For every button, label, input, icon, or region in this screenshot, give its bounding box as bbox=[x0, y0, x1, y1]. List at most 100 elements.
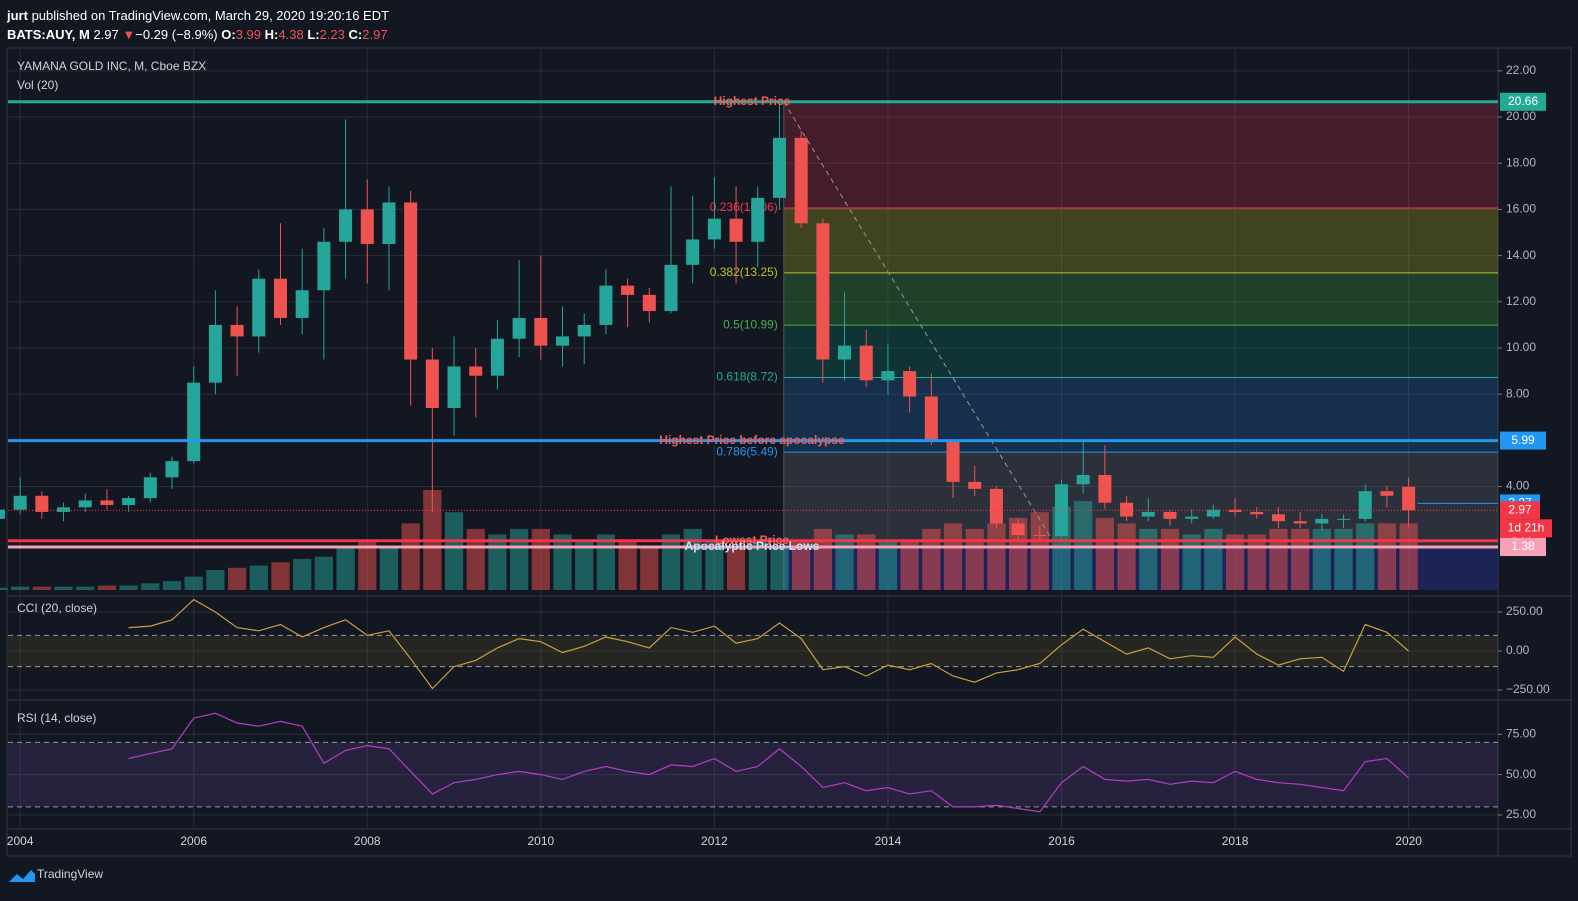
volume-bar bbox=[11, 586, 30, 590]
volume-title: Vol (20) bbox=[17, 78, 58, 92]
candle-body bbox=[252, 278, 266, 337]
y-tick-label: 50.00 bbox=[1506, 767, 1536, 781]
l-label: L: bbox=[307, 27, 320, 42]
x-tick-label: 2012 bbox=[701, 834, 728, 848]
candle-body bbox=[1315, 518, 1329, 524]
candle-body bbox=[1358, 491, 1372, 519]
price-label: 20.66 bbox=[1508, 94, 1538, 108]
volume-bar bbox=[32, 586, 51, 590]
fib-band bbox=[783, 325, 1498, 378]
volume-bar bbox=[466, 528, 485, 590]
volume-bar bbox=[987, 523, 1006, 590]
trendline bbox=[783, 101, 1054, 542]
level-name: Highest Price before apocalypse bbox=[659, 433, 845, 447]
y-tick-label: 14.00 bbox=[1506, 248, 1536, 262]
volume-bar bbox=[813, 528, 832, 590]
volume-bar bbox=[683, 528, 702, 590]
direction: ▼ bbox=[122, 27, 136, 42]
y-tick-label: 22.00 bbox=[1506, 63, 1536, 77]
candle-body bbox=[794, 137, 808, 224]
volume-bar bbox=[271, 562, 290, 590]
candle-body bbox=[404, 202, 418, 360]
volume-bar bbox=[358, 540, 377, 590]
fib-label: 0.382(13.25) bbox=[710, 265, 778, 279]
candle-body bbox=[1163, 511, 1177, 519]
cci-title: CCI (20, close) bbox=[17, 601, 97, 615]
candle-body bbox=[100, 500, 114, 506]
h: 4.38 bbox=[278, 27, 304, 42]
countdown: 1d 21h bbox=[1508, 520, 1545, 534]
fib-label: 0.5(10.99) bbox=[723, 317, 778, 331]
last: 2.97 bbox=[93, 27, 119, 42]
volume-bar bbox=[922, 528, 941, 590]
volume-bar bbox=[54, 586, 73, 590]
volume-bar bbox=[705, 540, 724, 590]
y-tick-label: 4.00 bbox=[1506, 479, 1530, 493]
change: −0.29 (−8.9%) bbox=[135, 27, 218, 42]
candle-body bbox=[0, 509, 5, 519]
logo bbox=[9, 870, 35, 882]
volume-bar bbox=[119, 585, 138, 590]
volume-bar bbox=[1356, 523, 1375, 590]
volume-bar bbox=[792, 540, 811, 590]
volume-bar bbox=[531, 528, 550, 590]
candle-body bbox=[881, 371, 895, 381]
candle-body bbox=[577, 324, 591, 337]
candle-body bbox=[751, 197, 765, 242]
o: 3.99 bbox=[235, 27, 262, 42]
volume-bar bbox=[1117, 523, 1136, 590]
volume-bar bbox=[943, 523, 963, 590]
candle-body bbox=[989, 488, 1003, 524]
level-name: Apocalyptic Price Lows bbox=[685, 539, 820, 553]
published: published on TradingView.com, March 29, … bbox=[31, 8, 390, 23]
volume-bar bbox=[206, 570, 225, 590]
candle-body bbox=[122, 498, 136, 506]
candle-body bbox=[35, 495, 49, 512]
candle-body bbox=[1206, 509, 1220, 517]
volume-bar bbox=[76, 586, 95, 590]
x-tick-label: 2020 bbox=[1395, 834, 1422, 848]
candle-body bbox=[425, 359, 439, 409]
volume-bar bbox=[293, 558, 312, 590]
volume-bar bbox=[1269, 528, 1288, 590]
band bbox=[8, 742, 1498, 807]
candle-body bbox=[447, 366, 461, 409]
x-tick-label: 2018 bbox=[1222, 834, 1249, 848]
frame bbox=[6, 47, 1572, 857]
candle-body bbox=[924, 396, 938, 441]
symbol: BATS:AUY, M bbox=[7, 27, 90, 42]
volume-bar bbox=[336, 545, 355, 590]
candle-body bbox=[360, 209, 374, 245]
y-tick-label: −250.00 bbox=[1506, 682, 1550, 696]
fib-band bbox=[783, 101, 1498, 209]
y-tick-label: 75.00 bbox=[1506, 726, 1536, 740]
candle-body bbox=[707, 218, 721, 240]
candle-body bbox=[599, 285, 613, 325]
volume-bar bbox=[1225, 534, 1245, 590]
y-tick-label: 12.00 bbox=[1506, 294, 1536, 308]
c: 2.97 bbox=[362, 27, 388, 42]
x-tick-label: 2010 bbox=[527, 834, 554, 848]
volume-bar bbox=[1139, 528, 1158, 590]
volume-bar bbox=[1030, 512, 1049, 590]
fib-label: 0.618(8.72) bbox=[716, 370, 777, 384]
volume-bar bbox=[0, 587, 8, 590]
candle-body bbox=[556, 336, 570, 346]
o-label: O: bbox=[221, 27, 236, 42]
candle-body bbox=[13, 495, 27, 510]
plot: 2004 2006 2008 2010 2012 2014 2016 2018 2020 4.00… bbox=[0, 48, 1552, 848]
volume-bar bbox=[1377, 523, 1397, 590]
volume-bar bbox=[1334, 528, 1353, 590]
price-label-box bbox=[1500, 538, 1546, 557]
candle-body bbox=[78, 500, 92, 508]
candle-body bbox=[859, 345, 873, 381]
volume-bar bbox=[444, 512, 464, 590]
candle-body bbox=[208, 324, 222, 383]
volume-bar bbox=[748, 540, 767, 590]
candle-body bbox=[686, 239, 700, 265]
volume-bar bbox=[1399, 523, 1418, 590]
volume-bar bbox=[900, 540, 919, 590]
header-line: BATS:AUY, M 2.97 ▼−0.29 (−8.9%) O:3.99 H… bbox=[7, 25, 389, 44]
